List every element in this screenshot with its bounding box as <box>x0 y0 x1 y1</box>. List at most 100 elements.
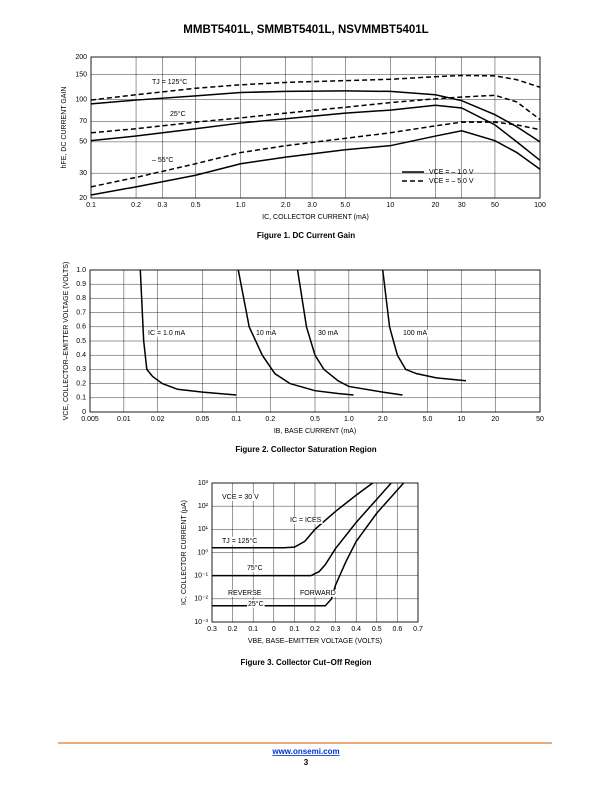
x-tick-label: 20 <box>491 416 499 423</box>
x-tick-label: 0.2 <box>131 202 141 209</box>
x-tick-label: 5.0 <box>423 416 433 423</box>
curve <box>381 269 467 382</box>
x-tick-label: 0.02 <box>151 416 165 423</box>
label-bg <box>402 329 429 337</box>
y-tick-label: 50 <box>79 139 87 146</box>
curve-label: 10 mA <box>256 330 277 337</box>
y-tick-label: 10⁻² <box>194 596 208 603</box>
y-tick-label: 70 <box>79 118 87 125</box>
y-tick-label: 0 <box>82 409 86 416</box>
curve <box>90 90 541 143</box>
y-axis-label: IC, COLLECTOR CURRENT (μA) <box>181 500 188 605</box>
y-tick-label: 0.1 <box>76 395 86 402</box>
curve <box>237 269 354 396</box>
x-tick-label: 10 <box>386 202 394 209</box>
label-bg <box>147 329 187 337</box>
x-tick-label: 0.5 <box>372 626 382 633</box>
curve-label: TJ = 125°C <box>152 78 187 86</box>
x-tick-label: 50 <box>491 202 499 209</box>
curve <box>296 269 403 396</box>
x-tick-label: 0.01 <box>117 416 131 423</box>
x-tick-label: 30 <box>458 202 466 209</box>
label-bg <box>227 589 263 597</box>
x-axis-label: VBE, BASE–EMITTER VOLTAGE (VOLTS) <box>248 638 382 645</box>
x-tick-label: 0.3 <box>331 626 341 633</box>
label-bg <box>289 516 323 524</box>
x-tick-label: 0.1 <box>231 416 241 423</box>
x-tick-label: 10 <box>457 416 465 423</box>
curve-label: 100 mA <box>403 330 427 337</box>
curve-label: 25°C <box>170 110 186 118</box>
label-bg <box>221 493 261 501</box>
curve <box>90 129 541 196</box>
y-tick-label: 0.2 <box>76 380 86 387</box>
x-axis-label: IC, COLLECTOR CURRENT (mA) <box>262 214 369 221</box>
label-bg <box>221 536 259 545</box>
legend-label: VCE = – 1.0 V <box>429 169 474 176</box>
curve-label: 30 mA <box>318 330 339 337</box>
x-tick-label: 1.0 <box>236 202 246 209</box>
y-tick-label: 0.8 <box>76 295 86 302</box>
curve <box>90 94 541 134</box>
x-tick-label: 2.0 <box>281 202 291 209</box>
y-tick-label: 200 <box>75 54 87 61</box>
curve <box>212 482 374 549</box>
y-tick-label: 0.6 <box>76 324 86 331</box>
y-axis-label: VCE, COLLECTOR–EMITTER VOLTAGE (VOLTS) <box>63 262 70 421</box>
y-tick-label: 10⁻³ <box>194 619 208 626</box>
footer-link[interactable]: www.onsemi.com <box>271 747 339 756</box>
x-tick-label: 0.6 <box>393 626 403 633</box>
y-tick-label: 100 <box>75 96 87 103</box>
y-tick-label: 0.9 <box>76 281 86 288</box>
y-tick-label: 10¹ <box>198 526 209 533</box>
x-tick-label: 0.1 <box>86 202 96 209</box>
y-tick-label: 10² <box>198 503 209 510</box>
page-number: 3 <box>304 758 309 767</box>
curve <box>139 269 237 396</box>
x-axis-label: IB, BASE CURRENT (mA) <box>274 428 356 435</box>
x-tick-label: 0.3 <box>158 202 168 209</box>
page-title: MMBT5401L, SMMBT5401L, NSVMMBT5401L <box>183 24 428 36</box>
x-tick-label: 0.1 <box>290 626 300 633</box>
annotation: REVERSE <box>228 590 262 597</box>
x-tick-label: 20 <box>431 202 439 209</box>
curve-label: TJ = 125°C <box>222 537 257 545</box>
legend-label: VCE = – 5.0 V <box>429 178 474 185</box>
curve <box>90 74 541 101</box>
x-tick-label: 0.2 <box>310 626 320 633</box>
y-tick-label: 0.4 <box>76 352 86 359</box>
figure-caption: Figure 2. Collector Saturation Region <box>235 445 376 454</box>
x-tick-label: 0.5 <box>310 416 320 423</box>
curve-label: IC = 1.0 mA <box>148 330 185 337</box>
x-tick-label: 1.0 <box>344 416 354 423</box>
x-tick-label: 5.0 <box>340 202 350 209</box>
x-tick-label: 0.4 <box>351 626 361 633</box>
annotation: VCE = 30 V <box>222 494 259 501</box>
curve-label: 75°C <box>247 564 263 572</box>
x-tick-label: 3.0 <box>307 202 317 209</box>
x-tick-label: 0.05 <box>196 416 210 423</box>
y-tick-label: 10⁻¹ <box>194 573 208 580</box>
y-tick-label: 10⁰ <box>197 548 208 556</box>
annotation: IC = ICES <box>290 517 322 524</box>
x-tick-label: 0.1 <box>248 626 258 633</box>
label-bg <box>317 329 340 337</box>
x-tick-label: 0.2 <box>265 416 275 423</box>
y-tick-label: 0.5 <box>76 338 86 345</box>
y-tick-label: 1.0 <box>76 267 86 274</box>
curve <box>90 104 541 161</box>
x-tick-label: 50 <box>536 416 544 423</box>
y-tick-label: 30 <box>79 170 87 177</box>
curve <box>212 482 392 577</box>
y-tick-label: 10³ <box>198 480 209 487</box>
y-tick-label: 0.7 <box>76 309 86 316</box>
label-bg <box>299 589 337 597</box>
curve <box>90 121 541 188</box>
x-tick-label: 0 <box>272 626 276 633</box>
label-bg <box>247 599 265 608</box>
annotation: FORWARD <box>300 590 336 597</box>
x-tick-label: 0.5 <box>191 202 201 209</box>
curve-label: – 55°C <box>152 156 173 164</box>
y-tick-label: 20 <box>79 195 87 202</box>
